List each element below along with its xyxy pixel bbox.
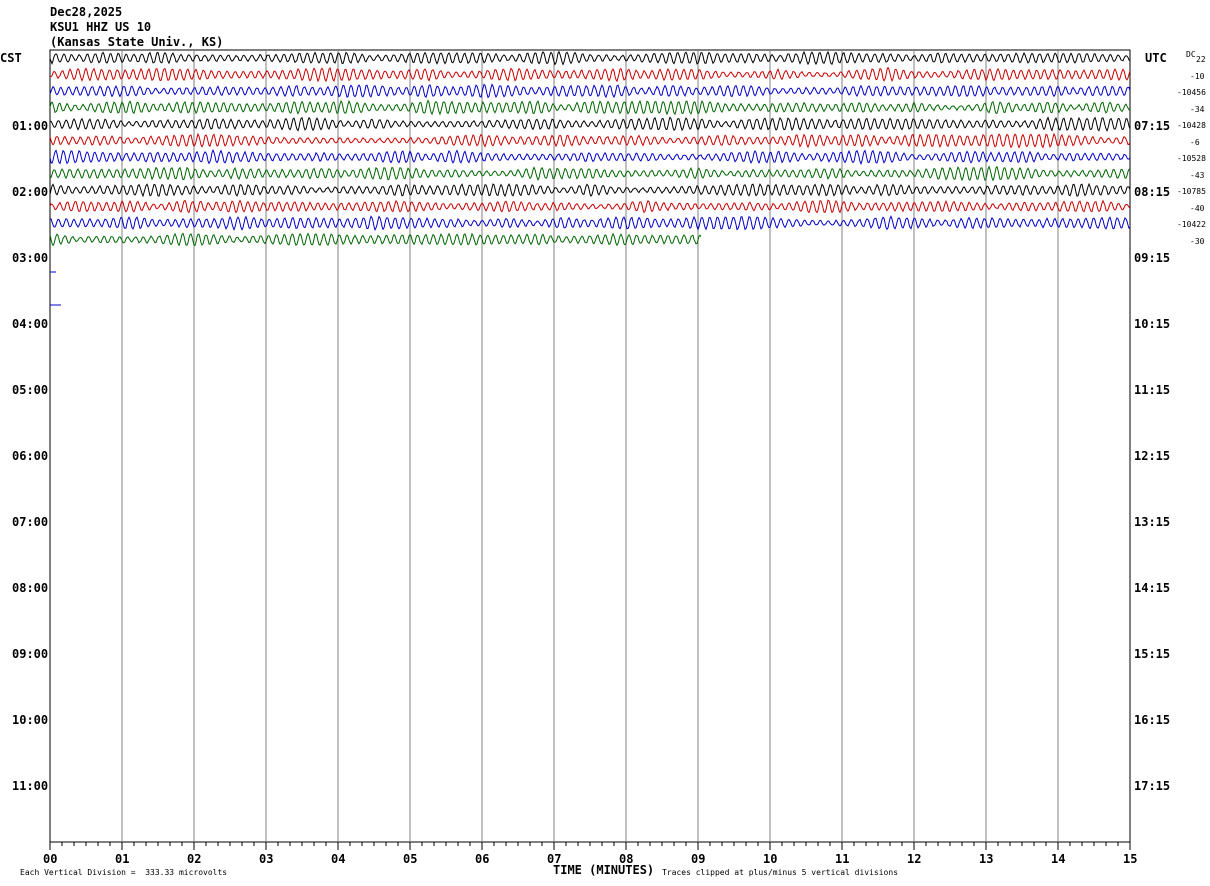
dc-offset: -10	[1190, 71, 1205, 81]
cst-hour-label: 09:00	[12, 647, 49, 661]
utc-hour-label: 12:15	[1134, 449, 1171, 463]
seismic-trace	[49, 182, 1131, 198]
dc-offset: -10422	[1177, 220, 1206, 229]
dc-offset: -10785	[1177, 187, 1206, 196]
seismic-trace	[49, 50, 1131, 66]
utc-hour-label: 08:15	[1134, 185, 1171, 199]
seismic-trace	[49, 99, 1131, 116]
time-tick-label: 09	[691, 852, 706, 866]
time-tick-label: 02	[187, 852, 202, 866]
clipping-note: Traces clipped at plus/minus 5 vertical …	[662, 868, 899, 877]
time-tick-label: 04	[331, 852, 346, 866]
utc-hour-label: 13:15	[1134, 515, 1171, 529]
station-code: KSU1 HHZ US 10	[50, 20, 152, 34]
utc-hour-label: 16:15	[1134, 713, 1171, 727]
cst-hour-label: 02:00	[12, 185, 49, 199]
dc-label: DC	[1186, 50, 1196, 59]
time-tick-label: 07	[547, 852, 562, 866]
utc-hour-label: 11:15	[1134, 383, 1171, 397]
cst-hour-label: 11:00	[12, 779, 49, 793]
seismic-trace	[49, 232, 702, 247]
seismic-trace	[49, 165, 1131, 182]
vertical-division-note: Each Vertical Division = 333.33 microvol…	[20, 868, 228, 877]
time-tick-label: 03	[259, 852, 274, 866]
plot-border	[49, 49, 1131, 843]
utc-hour-label: 17:15	[1134, 779, 1171, 793]
dc-offset: -6	[1190, 137, 1200, 147]
utc-hour-label: 10:15	[1134, 317, 1171, 331]
dc-offset: -34	[1190, 104, 1205, 114]
dc-offset: -30	[1190, 236, 1205, 246]
time-tick-label: 14	[1051, 852, 1066, 866]
time-tick-label: 10	[763, 852, 778, 866]
seismic-trace	[49, 116, 1131, 132]
seismic-trace	[50, 215, 1131, 232]
dc-offset: -10528	[1177, 154, 1206, 163]
utc-hour-label: 07:15	[1134, 119, 1171, 133]
utc-hour-label: 15:15	[1134, 647, 1171, 661]
dc-offset: -10456	[1177, 88, 1206, 97]
dc-offset: 22	[1196, 55, 1206, 64]
utc-hour-label: 14:15	[1134, 581, 1171, 595]
x-axis-title: TIME (MINUTES)	[553, 863, 655, 877]
dc-offset: -40	[1190, 203, 1205, 213]
time-tick-label: 05	[403, 852, 418, 866]
dc-offset: -10428	[1177, 121, 1206, 130]
cst-hour-label: 10:00	[12, 713, 49, 727]
time-tick-label: 00	[43, 852, 58, 866]
time-tick-label: 06	[475, 852, 490, 866]
cst-hour-label: 03:00	[12, 251, 49, 265]
utc-hour-label: 09:15	[1134, 251, 1171, 265]
seismic-trace	[49, 148, 1131, 166]
cst-hour-label: 07:00	[12, 515, 49, 529]
utc-label: UTC	[1145, 51, 1167, 65]
cst-hour-label: 08:00	[12, 581, 49, 595]
seismic-trace	[49, 83, 1131, 99]
cst-hour-label: 01:00	[12, 119, 49, 133]
time-tick-label: 15	[1123, 852, 1138, 866]
seismic-trace	[49, 199, 1131, 214]
cst-hour-label: 04:00	[12, 317, 49, 331]
time-tick-label: 12	[907, 852, 922, 866]
time-tick-label: 11	[835, 852, 850, 866]
record-date: Dec28,2025	[50, 5, 123, 19]
cst-hour-label: 06:00	[12, 449, 49, 463]
station-location: (Kansas State Univ., KS)	[50, 35, 224, 49]
cst-label: CST	[0, 51, 22, 65]
cst-hour-label: 05:00	[12, 383, 49, 397]
time-tick-label: 13	[979, 852, 994, 866]
time-tick-label: 01	[115, 852, 130, 866]
seismic-trace	[49, 132, 1131, 149]
dc-offset: -43	[1190, 170, 1205, 180]
seismic-trace	[49, 66, 1131, 83]
time-tick-label: 08	[619, 852, 634, 866]
